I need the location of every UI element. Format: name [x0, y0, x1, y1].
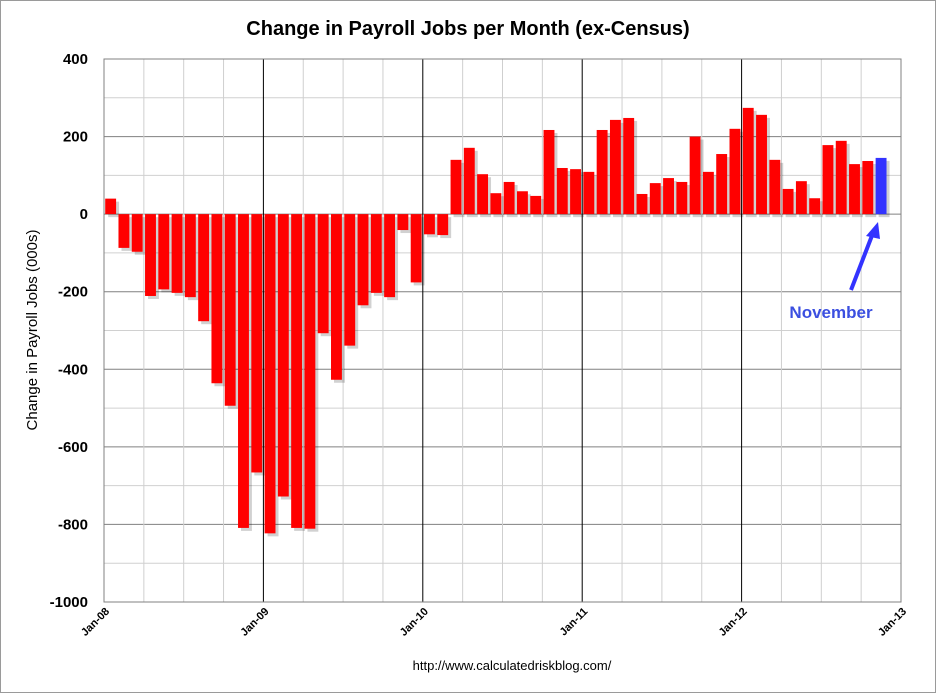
y-tick-labels: 400 200 0 -200 -400 -600 -800 -1000: [50, 51, 88, 611]
bar: [344, 214, 356, 346]
bar: [849, 164, 860, 215]
chart-title: Change in Payroll Jobs per Month (ex-Cen…: [246, 18, 689, 40]
bar: [118, 214, 130, 248]
bar: [304, 214, 316, 529]
bar: [477, 174, 489, 215]
bar: [238, 214, 249, 528]
y-tick-label: 0: [80, 206, 88, 223]
november-annotation: November: [789, 303, 873, 322]
bar: [609, 119, 621, 215]
y-tick-label: -200: [58, 284, 88, 301]
bar: [450, 159, 462, 215]
bar: [556, 167, 568, 215]
bar: [357, 214, 369, 306]
y-tick-label: -1000: [50, 594, 88, 611]
grid: [103, 58, 902, 603]
bar: [224, 214, 236, 406]
bar: [291, 214, 303, 528]
bar: [729, 128, 741, 215]
annotation-arrow: [849, 222, 880, 291]
bar-highlight: [875, 157, 887, 215]
bar: [370, 214, 382, 293]
bar: [251, 214, 263, 473]
bar: [543, 129, 555, 215]
x-tick-labels: Jan-08 Jan-09 Jan-10 Jan-11 Jan-12 Jan-13: [79, 606, 909, 639]
bar: [184, 214, 196, 298]
y-tick-label: -400: [58, 361, 88, 378]
bar: [516, 191, 528, 215]
bar: [198, 214, 210, 322]
bar: [211, 214, 223, 384]
bar: [636, 193, 648, 215]
bar: [490, 193, 502, 215]
bar: [384, 214, 396, 298]
bar: [623, 117, 635, 215]
bar: [264, 214, 276, 534]
plot-border: [103, 58, 902, 603]
bar: [769, 159, 781, 215]
bar: [689, 136, 701, 215]
bar: [676, 181, 688, 215]
bar: [782, 188, 794, 215]
x-tick-label: Jan-10: [398, 606, 431, 639]
y-tick-label: -600: [58, 439, 88, 456]
x-tick-label: Jan-09: [238, 606, 271, 639]
bar: [795, 181, 807, 215]
bar: [463, 147, 475, 215]
bar: [331, 214, 342, 380]
y-tick-label: 400: [63, 51, 88, 68]
bar: [649, 183, 661, 215]
bar: [862, 161, 874, 215]
y-axis-label: Change in Payroll Jobs (000s): [24, 230, 41, 431]
x-tick-label: Jan-12: [717, 606, 750, 639]
bars: [105, 107, 890, 537]
bar: [277, 214, 289, 497]
bar: [583, 171, 595, 215]
source-url: http://www.calculatedriskblog.com/: [413, 658, 612, 673]
bar: [570, 169, 582, 215]
bar: [317, 214, 329, 334]
bar: [716, 154, 728, 215]
bar: [423, 214, 435, 235]
bar: [809, 198, 821, 215]
bar: [171, 214, 183, 293]
bar: [742, 107, 754, 215]
bar: [503, 181, 515, 215]
bar: [410, 214, 422, 283]
x-tick-label: Jan-11: [558, 606, 591, 639]
bar: [756, 114, 767, 215]
bar: [822, 145, 834, 215]
bar: [596, 129, 608, 215]
bar: [530, 195, 542, 215]
x-tick-label: Jan-13: [876, 606, 909, 639]
bar: [105, 198, 117, 215]
bar: [437, 214, 449, 236]
y-tick-label: -800: [58, 516, 88, 533]
bar: [663, 178, 674, 215]
bar: [145, 214, 156, 296]
bar: [131, 214, 143, 252]
bar: [158, 214, 170, 290]
bar: [702, 171, 714, 215]
bar: [397, 214, 409, 231]
bar: [835, 140, 847, 215]
y-tick-label: 200: [63, 129, 88, 146]
